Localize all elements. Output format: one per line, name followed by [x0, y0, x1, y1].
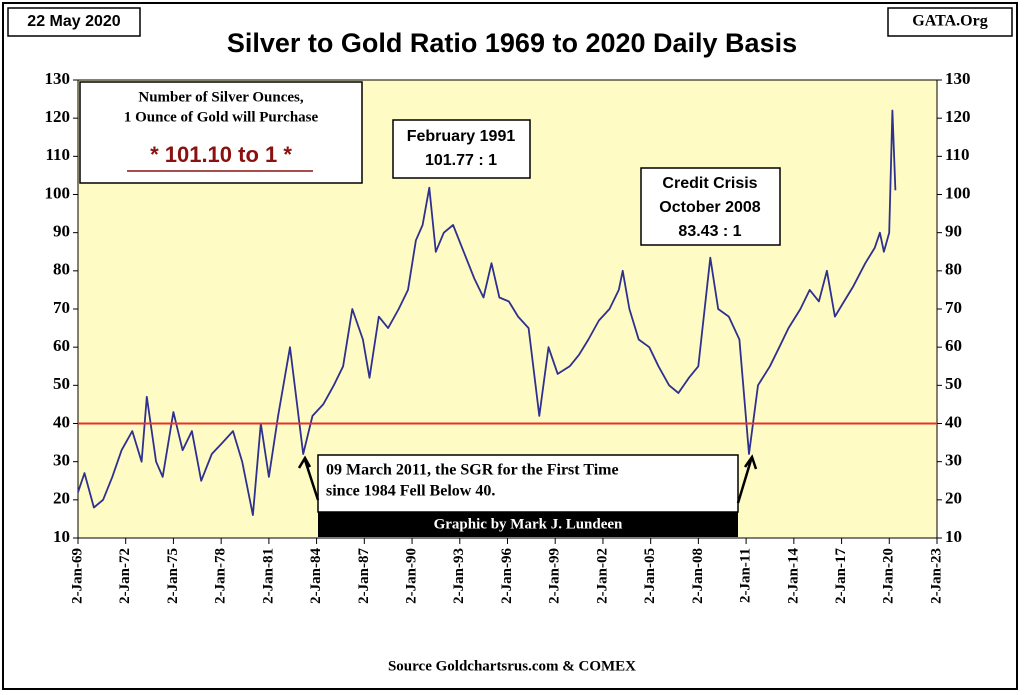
- x-tick-label: 2-Jan-69: [69, 548, 85, 604]
- annotation-text: February 1991: [407, 128, 516, 145]
- x-tick-label: 2-Jan-20: [881, 548, 897, 604]
- date-box: [7, 7, 141, 37]
- y-tick-label: 10: [53, 527, 70, 546]
- y-tick-label: 90: [53, 222, 70, 241]
- arrow: [297, 455, 320, 501]
- annotation-text: 83.43 : 1: [678, 223, 741, 240]
- y2-tick-label: 130: [945, 69, 971, 88]
- y2-tick-label: 110: [945, 145, 970, 164]
- annotation-text: Credit Crisis: [662, 175, 757, 192]
- annotation-ratio: * 101.10 to 1 *: [150, 142, 292, 167]
- annotation-box: [640, 167, 781, 246]
- x-tick-label: 2-Jan-72: [117, 548, 133, 604]
- x-tick-label: 2-Jan-99: [547, 548, 563, 604]
- annotation-text: 1 Ounce of Gold will Purchase: [124, 109, 319, 125]
- y-tick-label: 30: [53, 451, 70, 470]
- y-tick-label: 50: [53, 374, 70, 393]
- y2-tick-label: 30: [945, 451, 962, 470]
- chart-title: Silver to Gold Ratio 1969 to 2020 Daily …: [227, 28, 797, 58]
- y-tick-label: 110: [45, 145, 70, 164]
- y2-tick-label: 60: [945, 336, 962, 355]
- x-tick-label: 2-Jan-78: [213, 548, 229, 604]
- arrow: [736, 454, 758, 504]
- y2-tick-label: 50: [945, 374, 962, 393]
- x-tick-label: 2-Jan-84: [308, 548, 324, 604]
- y2-tick-label: 90: [945, 222, 962, 241]
- y-tick-label: 120: [45, 107, 71, 126]
- x-tick-label: 2-Jan-81: [260, 548, 276, 604]
- y2-tick-label: 120: [945, 107, 971, 126]
- annotation-text: Number of Silver Ounces,: [138, 89, 304, 105]
- y2-tick-label: 70: [945, 298, 962, 317]
- source: Source Goldchartsrus.com & COMEX: [388, 658, 636, 674]
- y-tick-label: 100: [45, 183, 71, 202]
- plot: 10 10 20 20 30 30 40 40 50 50 60 60 70 70 80 80 90 90 100 1…: [45, 69, 971, 604]
- x-tick-label: 2-Jan-02: [594, 548, 610, 604]
- annotation-box: [79, 81, 363, 184]
- credit: Graphic by Mark J. Lundeen: [434, 516, 623, 532]
- date-label: 22 May 2020: [27, 13, 121, 30]
- x-tick-label: 2-Jan-96: [499, 548, 515, 604]
- y2-tick-label: 80: [945, 260, 962, 279]
- y2-tick-label: 20: [945, 489, 962, 508]
- annotation-text: October 2008: [659, 199, 760, 216]
- x-tick-label: 2-Jan-87: [356, 548, 372, 604]
- annotation-text: 101.77 : 1: [425, 152, 497, 169]
- x-tick-label: 2-Jan-14: [785, 548, 801, 604]
- brand: GATA.Org: [912, 13, 987, 30]
- brand-box: [887, 7, 1013, 37]
- y2-tick-label: 40: [945, 412, 962, 431]
- data-line: [77, 109, 897, 516]
- y-tick-label: 80: [53, 260, 70, 279]
- y-tick-label: 40: [53, 412, 70, 431]
- y-tick-label: 60: [53, 336, 70, 355]
- annotation-text: since 1984 Fell Below 40.: [326, 483, 495, 500]
- credit-bar: [318, 512, 738, 537]
- y2-tick-label: 100: [945, 183, 971, 202]
- x-tick-label: 2-Jan-05: [642, 548, 658, 604]
- x-tick-label: 2-Jan-90: [403, 548, 419, 604]
- y-tick-label: 130: [45, 69, 71, 88]
- x-tick-label: 2-Jan-75: [165, 548, 181, 604]
- annotations: Number of Silver Ounces, 1 Ounce of Gold…: [79, 81, 781, 537]
- x-tick-label: 2-Jan-17: [833, 548, 849, 604]
- x-tick-label: 2-Jan-08: [690, 548, 706, 604]
- annotation-box: [317, 454, 739, 513]
- annotation-box: [392, 119, 531, 179]
- annotation-text: 09 March 2011, the SGR for the First Tim…: [326, 462, 619, 479]
- y-tick-label: 20: [53, 489, 70, 508]
- y-tick-label: 70: [53, 298, 70, 317]
- y2-tick-label: 10: [945, 527, 962, 546]
- x-tick-label: 2-Jan-93: [451, 548, 467, 604]
- x-tick-label: 2-Jan-23: [928, 548, 944, 604]
- x-tick-label: 2-Jan-11: [738, 548, 754, 603]
